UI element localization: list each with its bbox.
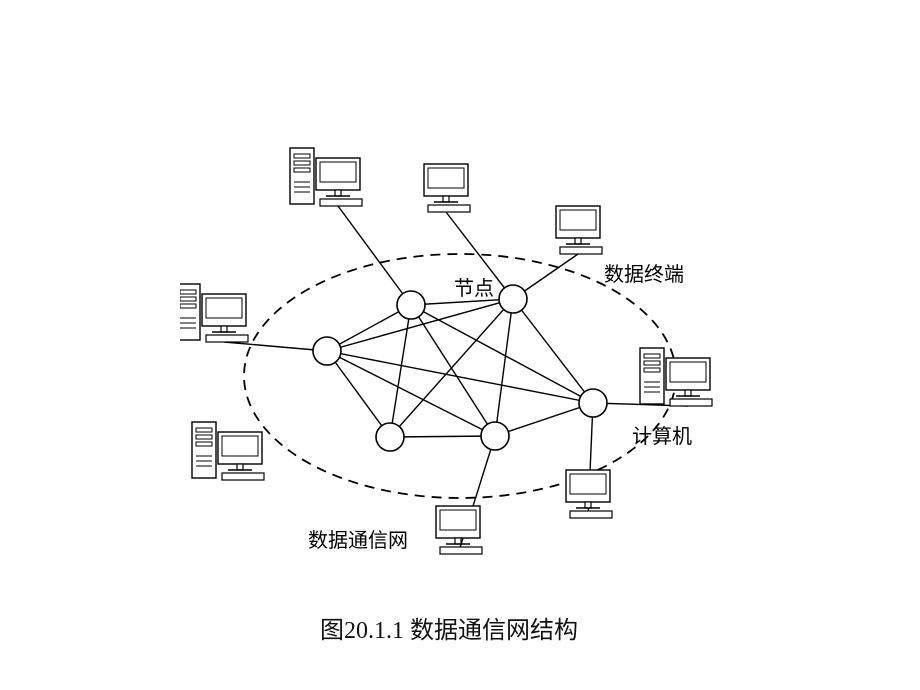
terminal-t3 xyxy=(556,206,602,254)
terminal-t5 xyxy=(640,348,712,406)
diagram-label-2: 计算机 xyxy=(632,420,692,449)
node-n6 xyxy=(376,423,404,451)
terminal-t1 xyxy=(290,148,362,206)
node-n3 xyxy=(499,285,527,313)
node-n1 xyxy=(313,337,341,365)
node-n5 xyxy=(481,422,509,450)
terminal-t8 xyxy=(566,470,612,518)
diagram-label-1: 数据终端 xyxy=(604,258,684,287)
diagram-svg xyxy=(180,140,740,565)
diagram-label-3: 数据通信网 xyxy=(308,524,408,553)
figure-box: 节点 数据终端计算机数据通信网 xyxy=(180,140,740,565)
terminal-t2 xyxy=(424,164,470,212)
page-root: 节点 数据终端计算机数据通信网 图20.1.1 数据通信网结构 xyxy=(0,0,920,690)
node-n4 xyxy=(579,389,607,417)
terminal-t4 xyxy=(180,284,248,342)
figure-caption: 图20.1.1 数据通信网结构 xyxy=(320,610,578,645)
terminal-t6 xyxy=(192,422,264,480)
terminal-t7 xyxy=(436,506,482,554)
diagram-label-0: 节点 xyxy=(454,272,494,301)
node-n2 xyxy=(397,291,425,319)
